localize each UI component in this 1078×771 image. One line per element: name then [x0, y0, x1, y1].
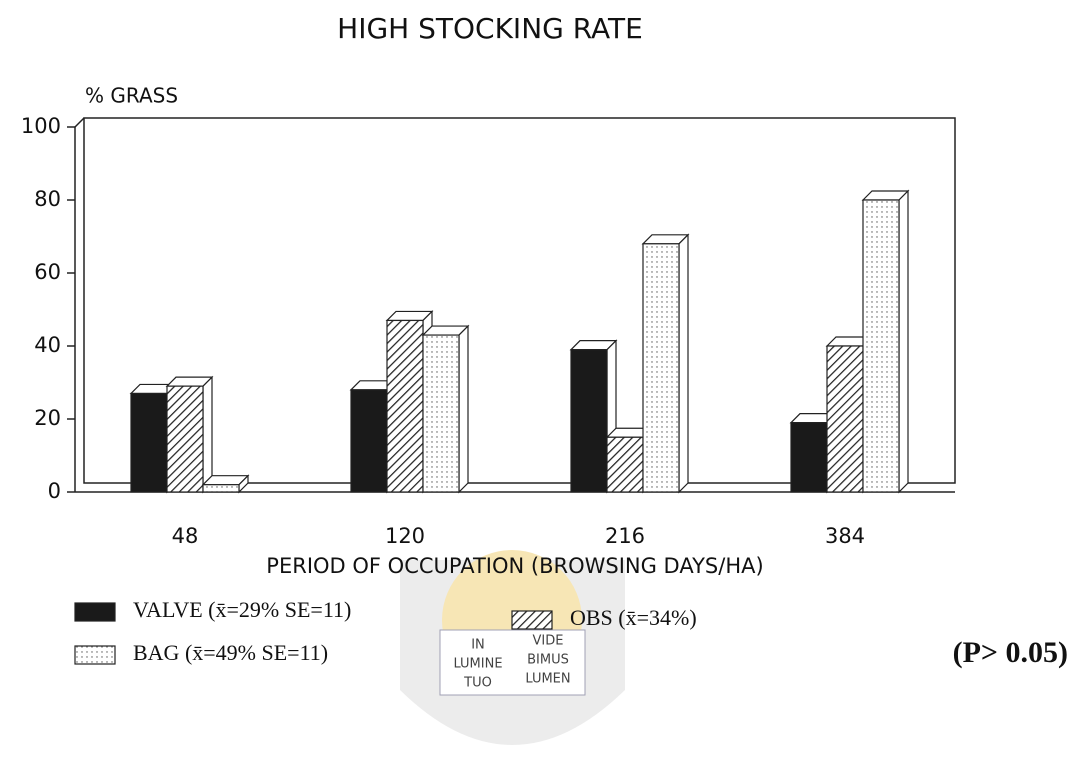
y-tick-label: 60 — [34, 260, 61, 284]
legend-label: OBS (x̄=34%) — [570, 605, 697, 630]
bar — [826, 345, 864, 493]
bar — [166, 385, 204, 493]
bar — [862, 199, 900, 493]
x-tick-label: 120 — [385, 524, 425, 548]
x-tick-label: 216 — [605, 524, 645, 548]
y-tick-label: 40 — [34, 333, 61, 357]
bar-side — [898, 189, 909, 494]
bar — [130, 392, 168, 493]
annotation: (P> 0.05) — [953, 636, 1068, 669]
y-tick-label: 100 — [21, 114, 61, 138]
y-tick-label: 20 — [34, 406, 61, 430]
legend-label: VALVE (x̄=29% SE=11) — [133, 597, 351, 622]
watermark-text: TUO — [463, 676, 492, 691]
bar — [202, 484, 240, 493]
watermark-text: LUMEN — [525, 672, 570, 687]
bar — [642, 243, 680, 493]
legend-label: BAG (x̄=49% SE=11) — [133, 640, 328, 665]
bar — [606, 436, 644, 493]
bar-side — [202, 375, 213, 494]
y-tick-label: 0 — [48, 479, 61, 503]
bar — [350, 389, 388, 493]
bar-side — [458, 324, 469, 494]
watermark-text: VIDE — [533, 634, 564, 649]
y-tick-label: 80 — [34, 187, 61, 211]
chart-title: HIGH STOCKING RATE — [337, 12, 643, 45]
plot-back-wall — [83, 117, 956, 484]
legend-swatch — [511, 610, 553, 630]
bar — [570, 349, 608, 493]
bar-side — [678, 233, 689, 494]
legend-swatch — [74, 602, 116, 622]
bar — [386, 319, 424, 493]
bar — [790, 422, 828, 493]
watermark — [400, 550, 625, 745]
bar — [422, 334, 460, 493]
legend-swatch — [74, 645, 116, 665]
y-axis-label: % GRASS — [85, 84, 178, 108]
y-axis-depth — [74, 117, 85, 128]
watermark-text: IN — [471, 638, 485, 653]
x-axis-label: PERIOD OF OCCUPATION (BROWSING DAYS/HA) — [266, 554, 763, 578]
watermark-book — [439, 629, 586, 696]
x-tick-label: 384 — [825, 524, 865, 548]
watermark-text: BIMUS — [527, 653, 569, 668]
x-tick-label: 48 — [172, 524, 199, 548]
watermark-text: LUMINE — [453, 657, 502, 672]
